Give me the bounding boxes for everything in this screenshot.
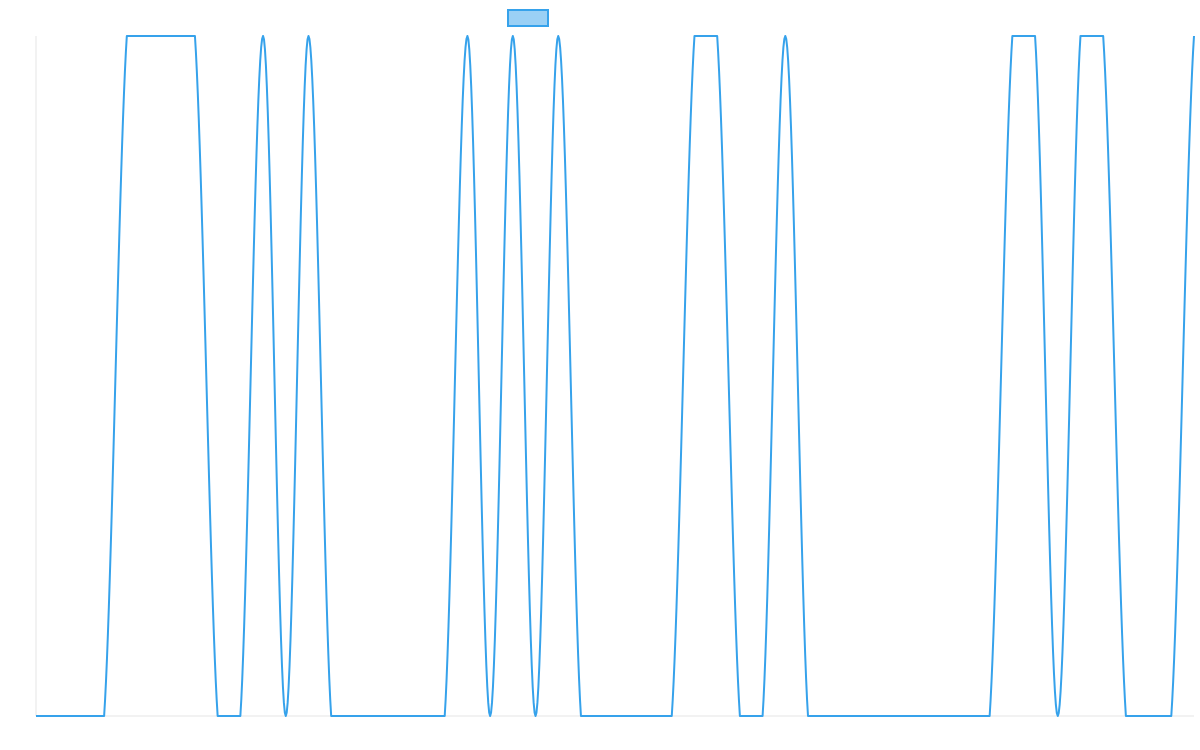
data-point[interactable] — [147, 33, 153, 39]
data-point[interactable] — [941, 713, 947, 719]
data-point[interactable] — [1009, 33, 1015, 39]
data-point[interactable] — [1146, 713, 1152, 719]
data-point[interactable] — [828, 713, 834, 719]
data-point[interactable] — [669, 713, 675, 719]
series-line-0 — [35, 35, 1195, 717]
data-point[interactable] — [555, 33, 561, 39]
data-point[interactable] — [487, 713, 493, 719]
data-point[interactable] — [805, 713, 811, 719]
data-point[interactable] — [192, 33, 198, 39]
data-point[interactable] — [305, 33, 311, 39]
axes — [35, 36, 1194, 717]
data-point[interactable] — [510, 33, 516, 39]
data-point[interactable] — [1032, 33, 1038, 39]
data-point[interactable] — [987, 713, 993, 719]
data-point[interactable] — [419, 713, 425, 719]
data-point[interactable] — [737, 713, 743, 719]
data-point[interactable] — [1100, 33, 1106, 39]
data-point[interactable] — [760, 713, 766, 719]
data-point[interactable] — [1077, 33, 1083, 39]
legend[interactable] — [507, 9, 549, 27]
data-point[interactable] — [56, 713, 62, 719]
data-point[interactable] — [601, 713, 607, 719]
data-point[interactable] — [691, 33, 697, 39]
data-point[interactable] — [873, 713, 879, 719]
data-point[interactable] — [964, 713, 970, 719]
data-point[interactable] — [464, 33, 470, 39]
series-layer — [33, 33, 1197, 719]
data-point[interactable] — [623, 713, 629, 719]
data-point[interactable] — [533, 713, 539, 719]
data-point[interactable] — [646, 713, 652, 719]
data-point[interactable] — [1191, 33, 1197, 39]
data-point[interactable] — [578, 713, 584, 719]
data-point[interactable] — [782, 33, 788, 39]
data-point[interactable] — [260, 33, 266, 39]
data-point[interactable] — [78, 713, 84, 719]
data-point[interactable] — [169, 33, 175, 39]
data-point[interactable] — [1123, 713, 1129, 719]
data-point[interactable] — [283, 713, 289, 719]
data-point[interactable] — [896, 713, 902, 719]
data-point[interactable] — [351, 713, 357, 719]
data-point[interactable] — [124, 33, 130, 39]
data-point[interactable] — [101, 713, 107, 719]
data-point[interactable] — [850, 713, 856, 719]
data-point[interactable] — [328, 713, 334, 719]
data-point[interactable] — [919, 713, 925, 719]
data-point[interactable] — [215, 713, 221, 719]
legend-marker[interactable] — [507, 9, 549, 27]
data-point[interactable] — [1055, 713, 1061, 719]
data-point[interactable] — [237, 713, 243, 719]
data-point[interactable] — [374, 713, 380, 719]
data-point[interactable] — [33, 713, 39, 719]
data-point[interactable] — [396, 713, 402, 719]
data-point[interactable] — [714, 33, 720, 39]
data-point[interactable] — [442, 713, 448, 719]
data-point[interactable] — [1168, 713, 1174, 719]
